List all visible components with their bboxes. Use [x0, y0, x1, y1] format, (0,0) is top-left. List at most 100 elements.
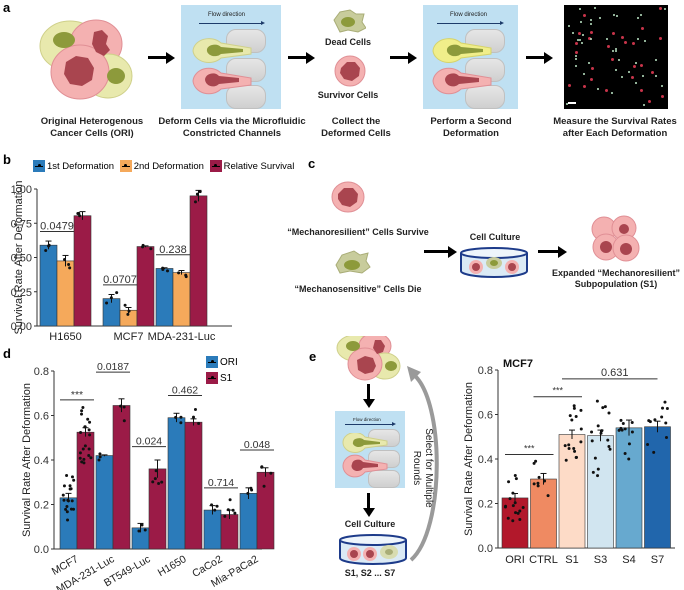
cell-dot [642, 74, 645, 77]
data-point [608, 447, 612, 451]
data-point [627, 442, 631, 446]
legend: ORI S1 [206, 355, 238, 387]
data-point [511, 519, 515, 523]
chart-title: MCF7 [503, 358, 533, 370]
legend-item: 1st Deformation [33, 160, 114, 172]
p-value-annotation: 0.714 [208, 477, 234, 489]
arrow-down-icon [362, 384, 375, 408]
data-point [153, 477, 157, 481]
x-tick-label: MDA-231-Luc [148, 331, 216, 340]
data-point [87, 454, 91, 458]
cell-dot [579, 8, 582, 11]
cell-dot [660, 85, 663, 88]
data-point [223, 514, 227, 518]
data-point [521, 505, 525, 509]
cell-dot [574, 50, 578, 54]
p-value-annotation: 0.0187 [97, 361, 129, 373]
p-value-annotation: *** [524, 444, 535, 454]
expanded-subpopulation-icon [591, 215, 640, 262]
data-point [97, 458, 101, 462]
legend-swatch [33, 160, 45, 172]
cell-dot [634, 61, 637, 64]
bar [189, 195, 208, 327]
x-tick-label: S1 [565, 554, 578, 566]
data-point [98, 452, 102, 456]
legend-item: S1 [206, 371, 238, 387]
data-point [140, 523, 144, 527]
data-point [179, 415, 183, 419]
cell-dot [577, 31, 581, 35]
loop-arrow-icon [407, 366, 439, 562]
expanded-label: Expanded “Mechanoresilient” Subpopulation… [551, 268, 681, 290]
cell-dot [580, 42, 583, 45]
data-point [65, 510, 69, 514]
data-point [572, 404, 576, 408]
mechanosensitive-cell-icon [335, 250, 371, 274]
data-point [568, 414, 572, 418]
y-axis-label: Survival Rate After Deformation [463, 382, 475, 536]
heterogeneous-cells-illustration [39, 19, 133, 100]
bar [59, 497, 78, 550]
data-point [630, 430, 634, 434]
flow-direction-label: Flow direction [208, 12, 246, 18]
data-point [83, 444, 87, 448]
bar [136, 246, 155, 327]
legend-swatch [119, 160, 132, 172]
x-tick-label: MCF7 [114, 331, 144, 340]
data-point [537, 475, 541, 479]
bar [172, 272, 191, 327]
x-tick-label: CTRL [529, 554, 558, 566]
cell-dot [659, 36, 663, 40]
data-point [105, 301, 109, 305]
data-point [546, 494, 550, 498]
survivor-cells-label: Survivor Cells [317, 90, 379, 100]
data-point [78, 456, 82, 460]
y-tick-label: 0.4 [34, 455, 49, 467]
cell-dot [611, 91, 614, 94]
cell-dot [575, 55, 578, 58]
y-tick-label: 0.00 [11, 321, 32, 333]
bar [184, 421, 203, 550]
bar [73, 215, 92, 327]
data-point [161, 267, 165, 271]
data-point [246, 491, 250, 495]
data-point [210, 503, 214, 507]
p-value-annotation: 0.631 [601, 367, 629, 379]
cell-dot [580, 21, 583, 24]
data-point [65, 474, 69, 478]
cell-dot [567, 84, 571, 88]
data-point [62, 498, 66, 502]
y-tick-label: 0.0 [34, 544, 49, 556]
panel-label-b: b [3, 152, 11, 167]
cell-dot [606, 44, 610, 48]
data-point [660, 415, 664, 419]
cell-dot [577, 39, 580, 42]
data-point [78, 214, 82, 218]
data-point [98, 455, 102, 459]
data-point [603, 405, 607, 409]
cell-dot [614, 48, 617, 51]
data-point [593, 456, 597, 460]
data-point [648, 420, 652, 424]
cell-dot [613, 13, 616, 16]
data-point [193, 408, 197, 412]
data-point [67, 262, 71, 266]
data-point [600, 429, 604, 433]
cell-dot [621, 35, 625, 39]
cell-dot [599, 17, 602, 20]
cell-culture-label: Cell Culture [344, 519, 396, 529]
y-tick-label: 0.25 [11, 287, 32, 299]
data-point [83, 425, 87, 429]
data-point [536, 484, 540, 488]
culture-dish-icon [460, 247, 528, 278]
cell-dot [640, 64, 644, 68]
bar [203, 509, 222, 550]
data-point [596, 424, 600, 428]
data-point [607, 445, 611, 449]
data-point [508, 497, 512, 501]
cell-dot [589, 23, 592, 26]
data-point [191, 415, 195, 419]
mechanoresilient-cell-icon [331, 181, 365, 213]
data-point [511, 504, 515, 508]
